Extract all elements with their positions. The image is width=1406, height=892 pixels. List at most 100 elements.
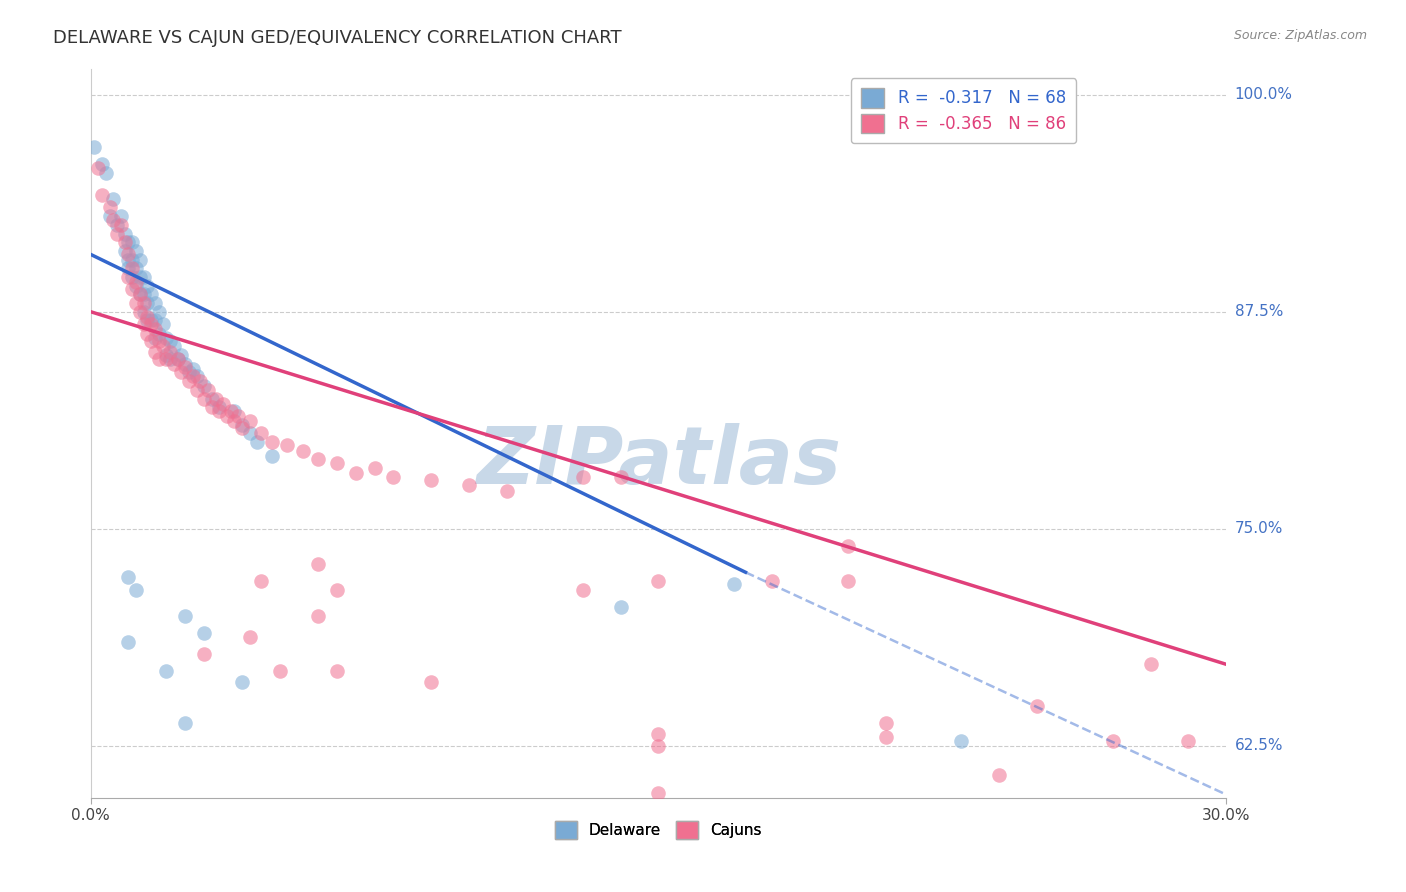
Point — [136, 296, 159, 310]
Point — [647, 727, 669, 741]
Point — [231, 674, 253, 689]
Point — [155, 348, 177, 362]
Text: 87.5%: 87.5% — [1234, 304, 1282, 319]
Point — [193, 626, 215, 640]
Point — [125, 278, 148, 293]
Point — [246, 434, 269, 449]
Point — [420, 674, 443, 689]
Point — [219, 403, 242, 417]
Point — [143, 331, 166, 345]
Point — [103, 192, 125, 206]
Point — [128, 287, 150, 301]
Text: 75.0%: 75.0% — [1234, 521, 1282, 536]
Point — [363, 461, 385, 475]
Point — [193, 647, 215, 661]
Point — [193, 392, 215, 406]
Point — [571, 469, 593, 483]
Point — [647, 786, 669, 800]
Point — [141, 313, 163, 327]
Point — [121, 252, 143, 267]
Point — [250, 426, 273, 441]
Point — [128, 304, 150, 318]
Point — [110, 218, 132, 232]
Point — [91, 157, 114, 171]
Text: Source: ZipAtlas.com: Source: ZipAtlas.com — [1233, 29, 1367, 42]
Point — [208, 403, 231, 417]
Point — [325, 665, 347, 679]
Point — [307, 608, 329, 623]
Point — [148, 327, 170, 342]
Point — [190, 374, 212, 388]
Point — [325, 582, 347, 597]
Point — [166, 351, 188, 366]
Point — [181, 368, 204, 383]
Point — [215, 409, 238, 423]
Text: 100.0%: 100.0% — [1234, 87, 1292, 102]
Point — [181, 362, 204, 376]
Point — [609, 599, 631, 614]
Text: 62.5%: 62.5% — [1234, 739, 1284, 754]
Point — [117, 247, 139, 261]
Point — [128, 269, 150, 284]
Point — [174, 716, 197, 731]
Point — [186, 383, 208, 397]
Point — [125, 261, 148, 276]
Point — [105, 227, 128, 241]
Text: ZIPatlas: ZIPatlas — [475, 424, 841, 501]
Point — [231, 421, 253, 435]
Point — [141, 287, 163, 301]
Point — [177, 374, 200, 388]
Point — [152, 317, 174, 331]
Point — [105, 218, 128, 232]
Point — [117, 235, 139, 250]
Point — [159, 334, 181, 349]
Point — [155, 351, 177, 366]
Point — [136, 313, 159, 327]
Point — [174, 608, 197, 623]
Point — [1177, 733, 1199, 747]
Point — [197, 383, 219, 397]
Point — [117, 252, 139, 267]
Point — [166, 351, 188, 366]
Point — [204, 392, 226, 406]
Point — [291, 443, 314, 458]
Point — [231, 417, 253, 432]
Point — [159, 351, 181, 366]
Point — [117, 269, 139, 284]
Point — [458, 478, 481, 492]
Point — [121, 269, 143, 284]
Point — [98, 201, 121, 215]
Point — [117, 261, 139, 276]
Point — [125, 582, 148, 597]
Point — [201, 401, 224, 415]
Point — [174, 360, 197, 375]
Point — [132, 304, 155, 318]
Point — [121, 261, 143, 276]
Point — [132, 269, 155, 284]
Point — [91, 188, 114, 202]
Point — [128, 287, 150, 301]
Point — [148, 351, 170, 366]
Point — [128, 252, 150, 267]
Point — [143, 296, 166, 310]
Point — [125, 244, 148, 258]
Point — [950, 733, 973, 747]
Point — [125, 275, 148, 289]
Point — [193, 379, 215, 393]
Point — [143, 322, 166, 336]
Point — [307, 557, 329, 571]
Point — [201, 392, 224, 406]
Point — [262, 434, 284, 449]
Point — [647, 739, 669, 753]
Point — [114, 227, 136, 241]
Point — [988, 768, 1011, 782]
Point — [224, 403, 246, 417]
Point — [125, 296, 148, 310]
Point — [170, 366, 193, 380]
Point — [143, 344, 166, 359]
Point — [382, 469, 405, 483]
Point — [143, 313, 166, 327]
Point — [609, 469, 631, 483]
Point — [723, 577, 745, 591]
Point — [114, 235, 136, 250]
